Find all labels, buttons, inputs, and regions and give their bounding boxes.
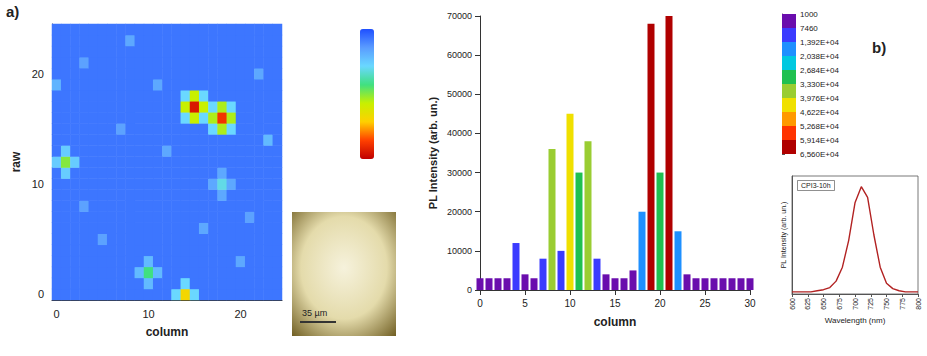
svg-text:5,268E+04: 5,268E+04 bbox=[800, 122, 839, 131]
svg-text:600: 600 bbox=[789, 298, 796, 310]
svg-text:a): a) bbox=[6, 3, 19, 20]
svg-text:0: 0 bbox=[54, 308, 60, 320]
svg-text:7460: 7460 bbox=[800, 24, 818, 33]
svg-text:625: 625 bbox=[804, 298, 811, 310]
svg-text:b): b) bbox=[872, 39, 886, 56]
svg-text:35 µm: 35 µm bbox=[302, 308, 327, 318]
svg-text:20: 20 bbox=[654, 298, 666, 309]
svg-text:2,038E+04: 2,038E+04 bbox=[800, 52, 839, 61]
svg-text:25: 25 bbox=[699, 298, 711, 309]
svg-text:700: 700 bbox=[852, 298, 859, 310]
svg-text:40000: 40000 bbox=[447, 128, 472, 138]
svg-text:2,684E+04: 2,684E+04 bbox=[800, 66, 839, 75]
svg-text:0: 0 bbox=[477, 298, 483, 309]
svg-text:5,914E+04: 5,914E+04 bbox=[800, 136, 839, 145]
svg-text:5: 5 bbox=[522, 298, 528, 309]
svg-text:60000: 60000 bbox=[447, 50, 472, 60]
svg-text:775: 775 bbox=[899, 298, 906, 310]
svg-text:70000: 70000 bbox=[447, 11, 472, 21]
svg-text:800: 800 bbox=[915, 298, 922, 310]
svg-text:20000: 20000 bbox=[447, 207, 472, 217]
svg-text:1000: 1000 bbox=[800, 10, 818, 19]
svg-text:6,560E+04: 6,560E+04 bbox=[800, 150, 839, 159]
svg-text:20: 20 bbox=[32, 68, 44, 80]
svg-text:3,330E+04: 3,330E+04 bbox=[800, 80, 839, 89]
svg-text:column: column bbox=[146, 325, 189, 339]
svg-text:20: 20 bbox=[234, 308, 246, 320]
svg-text:650: 650 bbox=[820, 298, 827, 310]
svg-text:10: 10 bbox=[564, 298, 576, 309]
svg-text:10000: 10000 bbox=[447, 246, 472, 256]
svg-text:725: 725 bbox=[867, 298, 874, 310]
svg-text:0: 0 bbox=[467, 285, 472, 295]
svg-text:15: 15 bbox=[609, 298, 621, 309]
svg-text:PL Intensity (arb. un.): PL Intensity (arb. un.) bbox=[427, 97, 439, 210]
svg-text:1,392E+04: 1,392E+04 bbox=[800, 38, 839, 47]
svg-text:50000: 50000 bbox=[447, 89, 472, 99]
svg-text:0: 0 bbox=[38, 288, 44, 300]
svg-text:10: 10 bbox=[142, 308, 154, 320]
svg-text:750: 750 bbox=[883, 298, 890, 310]
svg-text:Wavelength (nm): Wavelength (nm) bbox=[825, 316, 886, 325]
svg-text:3,976E+04: 3,976E+04 bbox=[800, 94, 839, 103]
svg-text:30: 30 bbox=[744, 298, 756, 309]
svg-text:column: column bbox=[594, 315, 637, 329]
svg-text:PL Intensity (arb. un.): PL Intensity (arb. un.) bbox=[780, 202, 788, 269]
svg-text:30000: 30000 bbox=[447, 168, 472, 178]
svg-text:raw: raw bbox=[9, 151, 23, 172]
svg-text:10: 10 bbox=[32, 178, 44, 190]
svg-text:CPI3-10h: CPI3-10h bbox=[801, 182, 831, 189]
svg-text:4,622E+04: 4,622E+04 bbox=[800, 108, 839, 117]
svg-text:675: 675 bbox=[836, 298, 843, 310]
